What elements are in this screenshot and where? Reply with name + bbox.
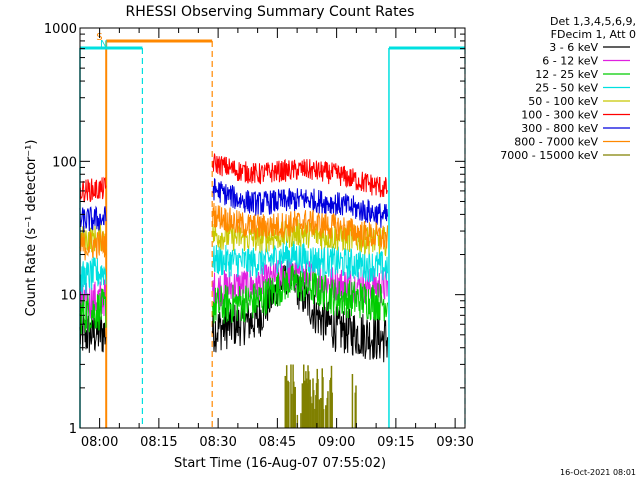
y-tick-label: 1000 <box>44 22 77 37</box>
timestamp: 16-Oct-2021 08:01 <box>560 468 636 477</box>
legend-entry-2: 12 - 25 keV <box>535 68 598 81</box>
series-line-7 <box>79 202 388 261</box>
x-axis-label: Start Time (16-Aug-07 07:55:02) <box>174 456 386 471</box>
plot-frame <box>79 27 466 429</box>
y-tick-label: 10 <box>60 289 77 304</box>
y-axis-label: Count Rate (s⁻¹ detector⁻¹) <box>24 140 39 317</box>
legend-entry-8: 7000 - 15000 keV <box>500 149 598 162</box>
legend-entry-0: 3 - 6 keV <box>549 41 598 54</box>
chart-title: RHESSI Observing Summary Count Rates <box>126 4 415 20</box>
x-tick-label: 08:30 <box>199 435 236 450</box>
x-tick-label: 08:00 <box>81 435 118 450</box>
x-tick-label: 08:45 <box>259 435 296 450</box>
y-tick-label: 1 <box>69 422 77 437</box>
legend-entry-4: 50 - 100 keV <box>528 95 598 108</box>
series-line-6 <box>79 178 388 233</box>
series-line-3 <box>79 239 388 295</box>
legend-entry-1: 6 - 12 keV <box>542 55 598 68</box>
axes: 1 10 100 1000 08:00 08:15 08:30 08:45 09:00 09:15… <box>44 22 474 450</box>
legend-header-0: Det 1,3,4,5,6,9, <box>550 15 636 28</box>
x-tick-label: 09:30 <box>436 435 473 450</box>
legend: Det 1,3,4,5,6,9,FDecim 1, Att 03 - 6 keV… <box>500 15 636 162</box>
series-line-2 <box>79 265 388 335</box>
y-tick-label: 100 <box>52 155 77 170</box>
legend-entry-3: 25 - 50 keV <box>535 82 598 95</box>
legend-header-1: FDecim 1, Att 0 <box>551 28 636 41</box>
x-tick-label: 09:15 <box>377 435 414 450</box>
burst-group-8-1 <box>351 374 357 428</box>
legend-entry-7: 800 - 7000 keV <box>514 136 598 149</box>
legend-entry-6: 300 - 800 keV <box>521 122 598 135</box>
legend-entry-5: 100 - 300 keV <box>521 109 598 122</box>
flag-label-1: N <box>100 39 107 50</box>
x-tick-label: 09:00 <box>318 435 355 450</box>
x-tick-label: 08:15 <box>140 435 177 450</box>
burst-group-8-0 <box>284 364 333 428</box>
plot-area: SN <box>79 32 466 428</box>
